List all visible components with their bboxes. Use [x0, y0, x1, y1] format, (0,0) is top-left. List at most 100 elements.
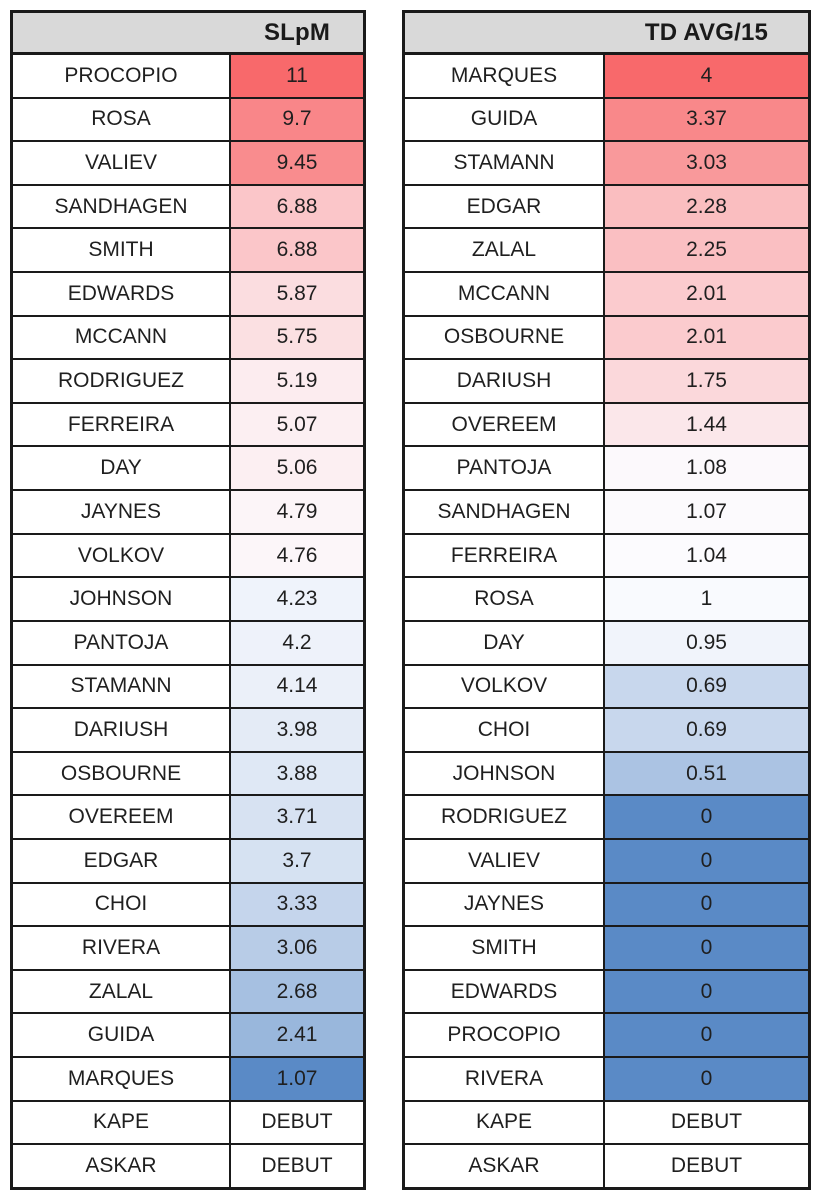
table-row: JOHNSON 0.51	[405, 752, 808, 797]
table-row: PROCOPIO 11	[13, 55, 363, 99]
table-row: ASKAR DEBUT	[405, 1145, 808, 1187]
fighter-name-cell: EDWARDS	[405, 970, 605, 1013]
fighter-name-cell: JAYNES	[405, 883, 605, 926]
table-row: PANTOJA 4.2	[13, 621, 363, 666]
table-row: PANTOJA 1.08	[405, 447, 808, 492]
fighter-name-cell: PROCOPIO	[405, 1014, 605, 1057]
stat-value-cell: 1.75	[605, 360, 808, 402]
fighter-name-cell: JOHNSON	[13, 578, 231, 620]
table-row: JAYNES 0	[405, 883, 808, 928]
fighter-name-cell: JOHNSON	[405, 752, 605, 795]
fighter-name-cell: OVEREEM	[405, 403, 605, 446]
fighter-name-cell: STAMANN	[13, 665, 231, 708]
table-row: DAY 0.95	[405, 621, 808, 666]
stat-value-cell: 11	[231, 55, 363, 97]
stat-value-cell: 5.06	[231, 447, 363, 490]
table-row: VALIEV 9.45	[13, 142, 363, 186]
table-row: OVEREEM 3.71	[13, 796, 363, 840]
stat-value-cell: 0.95	[605, 621, 808, 664]
table-row: PROCOPIO 0	[405, 1014, 808, 1059]
table-row: OSBOURNE 3.88	[13, 752, 363, 797]
stat-value-cell: 0	[605, 883, 808, 926]
stat-value-cell: 4.76	[231, 534, 363, 577]
table-row: DARIUSH 3.98	[13, 709, 363, 753]
table-row: GUIDA 2.41	[13, 1014, 363, 1059]
fighter-name-cell: ZALAL	[405, 229, 605, 272]
stat-value-cell: DEBUT	[605, 1101, 808, 1144]
table-row: EDWARDS 5.87	[13, 273, 363, 317]
stat-value-cell: 9.7	[231, 98, 363, 141]
fighter-name-cell: MARQUES	[13, 1058, 231, 1100]
table-row: VOLKOV 4.76	[13, 534, 363, 579]
fighter-name-cell: SMITH	[405, 927, 605, 969]
table-row: CHOI 3.33	[13, 883, 363, 928]
stat-value-cell: 6.88	[231, 229, 363, 272]
stat-value-cell: 1.04	[605, 534, 808, 577]
stat-value-cell: DEBUT	[231, 1145, 363, 1187]
stat-value-cell: 3.7	[231, 839, 363, 882]
stat-value-cell: DEBUT	[605, 1145, 808, 1187]
table-row: VOLKOV 0.69	[405, 665, 808, 710]
stat-value-cell: 2.25	[605, 229, 808, 272]
fighter-name-cell: DARIUSH	[405, 360, 605, 402]
table-row: FERREIRA 5.07	[13, 403, 363, 448]
fighter-name-cell: DARIUSH	[13, 709, 231, 751]
fighter-name-cell: MARQUES	[405, 55, 605, 97]
table-row: MARQUES 4	[405, 55, 808, 99]
stat-value-cell: 3.98	[231, 709, 363, 751]
fighter-name-cell: CHOI	[405, 709, 605, 751]
td-avg-header-row: TD AVG/15	[405, 13, 808, 55]
table-row: JOHNSON 4.23	[13, 578, 363, 622]
stat-value-cell: 0	[605, 927, 808, 969]
stat-value-cell: 0	[605, 1014, 808, 1057]
slpm-header-empty-cell	[13, 13, 231, 52]
stat-value-cell: 5.19	[231, 360, 363, 402]
table-row: RODRIGUEZ 5.19	[13, 360, 363, 404]
fighter-name-cell: OSBOURNE	[405, 316, 605, 359]
fighter-name-cell: EDGAR	[405, 185, 605, 228]
table-row: VALIEV 0	[405, 839, 808, 884]
stat-value-cell: 0	[605, 1058, 808, 1100]
stat-value-cell: 2.01	[605, 273, 808, 315]
stat-value-cell: 1.07	[605, 491, 808, 533]
stat-value-cell: DEBUT	[231, 1101, 363, 1144]
stat-value-cell: 4.23	[231, 578, 363, 620]
stat-value-cell: 1.44	[605, 403, 808, 446]
slpm-header-row: SLpM	[13, 13, 363, 55]
slpm-header-label: SLpM	[263, 18, 331, 46]
fighter-name-cell: PANTOJA	[13, 621, 231, 664]
table-row: CHOI 0.69	[405, 709, 808, 753]
stat-value-cell: 0.69	[605, 709, 808, 751]
stat-value-cell: 1.07	[231, 1058, 363, 1100]
table-row: RIVERA 0	[405, 1058, 808, 1102]
table-row: MCCANN 5.75	[13, 316, 363, 361]
table-row: OVEREEM 1.44	[405, 403, 808, 448]
table-row: STAMANN 3.03	[405, 142, 808, 186]
fighter-name-cell: KAPE	[405, 1101, 605, 1144]
fighter-name-cell: KAPE	[13, 1101, 231, 1144]
stat-value-cell: 5.75	[231, 316, 363, 359]
stat-value-cell: 0.51	[605, 752, 808, 795]
td-avg-rows: MARQUES 4 GUIDA 3.37 STAMANN 3.03 EDGAR 2.28 ZAL…	[405, 55, 808, 1187]
table-row: JAYNES 4.79	[13, 491, 363, 535]
stat-value-cell: 3.33	[231, 883, 363, 926]
table-row: KAPE DEBUT	[405, 1101, 808, 1146]
table-row: ROSA 1	[405, 578, 808, 622]
stat-value-cell: 2.68	[231, 970, 363, 1013]
stat-value-cell: 2.01	[605, 316, 808, 359]
fighter-name-cell: RODRIGUEZ	[405, 796, 605, 838]
slpm-rows: PROCOPIO 11 ROSA 9.7 VALIEV 9.45 SANDHAGEN 6.88…	[13, 55, 363, 1187]
stat-value-cell: 5.07	[231, 403, 363, 446]
fighter-name-cell: OSBOURNE	[13, 752, 231, 795]
fighter-name-cell: STAMANN	[405, 142, 605, 184]
fighter-name-cell: PANTOJA	[405, 447, 605, 490]
fighter-name-cell: DAY	[405, 621, 605, 664]
stat-value-cell: 3.03	[605, 142, 808, 184]
table-row: EDGAR 3.7	[13, 839, 363, 884]
slpm-table: SLpM PROCOPIO 11 ROSA 9.7 VALIEV 9.45 SANDHAGE…	[10, 10, 366, 1190]
stat-value-cell: 1.08	[605, 447, 808, 490]
table-row: SMITH 6.88	[13, 229, 363, 274]
stat-value-cell: 4.2	[231, 621, 363, 664]
fighter-name-cell: JAYNES	[13, 491, 231, 533]
stat-value-cell: 0	[605, 796, 808, 838]
